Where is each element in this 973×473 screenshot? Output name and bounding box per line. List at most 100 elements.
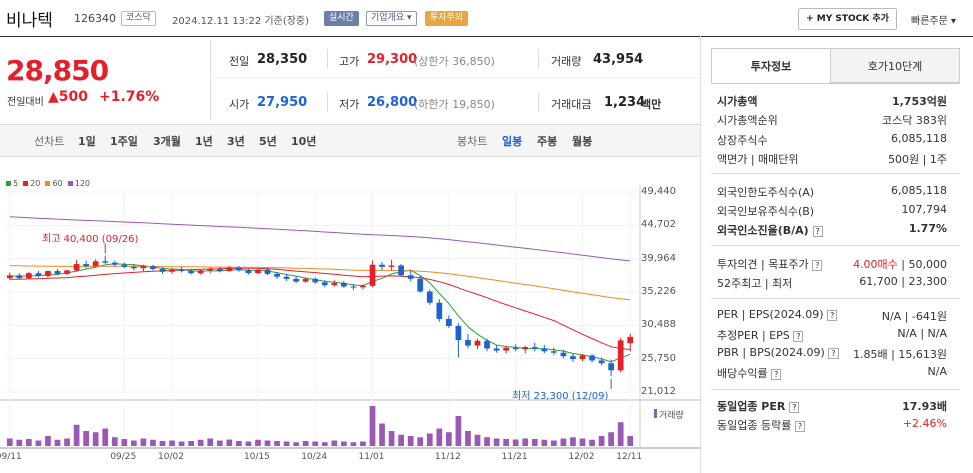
info-row: 액면가 | 매매단위 500원 | 1주 [717, 153, 947, 166]
volume-bar [188, 441, 194, 446]
volume-bar [121, 439, 128, 446]
candle-body [608, 363, 614, 371]
candle-body [216, 268, 223, 272]
market-badge: 코스닥 [121, 11, 156, 26]
y-tick-label: 21,012 [641, 386, 676, 397]
period-1w[interactable]: 1주일 [110, 135, 138, 148]
candle-chart-label[interactable]: 봉차트 [457, 135, 488, 148]
prev-value: 28,350 [257, 52, 308, 67]
info-row: 추정PER | EPS ? N/A | N/A [717, 327, 947, 342]
change-percent: +1.76% [99, 89, 160, 105]
divider [538, 49, 539, 69]
divider [327, 49, 328, 69]
info-row: PER | EPS(2024.09) ? N/A | -641원 [717, 308, 947, 323]
candle-body [474, 340, 481, 346]
company-overview-dropdown[interactable]: 기업개요 ▾ [366, 11, 417, 26]
ma60-legend: 60 [45, 179, 63, 188]
info-row: 52주최고 | 최저 61,700 | 23,300 [717, 275, 947, 290]
quick-order-dropdown[interactable]: 빠른주문 ▾ [911, 12, 956, 27]
candle-body [522, 347, 529, 350]
info-row: 외국인보유주식수(B) 107,794 [717, 203, 947, 218]
info-row: 시가총액 1,753억원 [717, 95, 947, 108]
help-icon[interactable]: ? [771, 369, 782, 380]
candle-body [83, 264, 89, 267]
candle-body [6, 275, 13, 279]
help-icon[interactable]: ? [812, 226, 823, 237]
candle-body [274, 273, 280, 277]
tab-invest-info[interactable]: 투자정보 [711, 48, 831, 83]
help-icon[interactable]: ? [812, 260, 823, 271]
volume-bar [245, 441, 252, 446]
candle-body [446, 318, 452, 326]
x-tick-label: 11/12 [434, 452, 461, 462]
candle-body [579, 355, 586, 360]
help-icon[interactable]: ? [789, 402, 800, 413]
x-tick-label: 12/11 [616, 452, 643, 462]
candle-body [627, 336, 634, 344]
volume-bar [26, 439, 32, 446]
current-price: 28,850 [6, 54, 109, 87]
period-3m[interactable]: 3개월 [153, 135, 181, 148]
high-value: 29,300 [367, 52, 418, 67]
y-tick-label: 25,750 [641, 352, 676, 364]
candle-body [140, 266, 147, 269]
stock-code: 126340 [74, 12, 116, 25]
volume-bar [131, 440, 137, 446]
period-1d[interactable]: 1일 [78, 135, 96, 148]
candle-body [283, 276, 290, 279]
x-tick-label: 10/15 [243, 452, 270, 462]
candle-body [331, 283, 338, 286]
volume-bar [541, 439, 548, 446]
volume-bar [331, 440, 338, 446]
help-icon[interactable]: ? [828, 348, 839, 359]
help-icon[interactable]: ? [827, 310, 838, 321]
period-daily[interactable]: 일봉 [502, 135, 523, 148]
volume-bar [436, 428, 443, 446]
warning-badge: 투자주의 [425, 11, 469, 26]
divider [327, 92, 328, 112]
ma5-legend: 5 [6, 179, 18, 188]
line-chart-label[interactable]: 선차트 [34, 135, 65, 148]
info-row: 동일업종 PER ? 17.93배 [717, 400, 947, 413]
volume-bar [6, 438, 13, 446]
period-10y[interactable]: 10년 [291, 135, 317, 148]
candle-body [531, 347, 538, 349]
help-icon[interactable]: ? [794, 421, 806, 432]
volume-bar [45, 436, 51, 446]
ma60-line [9, 265, 631, 301]
volume-bar [551, 440, 557, 446]
candle-body [350, 286, 357, 288]
my-stock-add-button[interactable]: + MY STOCK 추가 [798, 8, 897, 30]
candle-body [197, 270, 204, 274]
volume-swatch [654, 409, 657, 418]
candle-body [426, 291, 433, 303]
candle-body [369, 264, 376, 286]
period-3y[interactable]: 3년 [227, 135, 245, 148]
realtime-badge[interactable]: 실시간 [324, 11, 359, 26]
period-5y[interactable]: 5년 [259, 135, 277, 148]
period-weekly[interactable]: 주봉 [537, 135, 558, 148]
volume-bar [255, 439, 261, 446]
period-monthly[interactable]: 월봉 [572, 135, 593, 148]
tab-orderbook[interactable]: 호가10단계 [830, 48, 960, 83]
amount-label: 거래대금 [551, 98, 592, 111]
tab-divider [711, 83, 960, 84]
volume-bar [426, 433, 433, 446]
volume-bar [197, 439, 204, 446]
volume-bar [417, 437, 424, 446]
candle-body [617, 340, 624, 371]
ma20-swatch [23, 181, 29, 186]
volume-value: 43,954 [593, 52, 644, 67]
candle-body [92, 261, 99, 267]
period-1y[interactable]: 1년 [195, 135, 213, 148]
volume-bar [302, 441, 309, 446]
info-row: 상장주식수 6,085,118 [717, 132, 947, 147]
help-icon[interactable]: ? [793, 331, 804, 342]
ma20-line [9, 267, 631, 350]
candle-body [388, 265, 395, 267]
price-chart[interactable] [0, 180, 700, 473]
volume-bar [369, 406, 376, 446]
lower-limit: (하한가 19,850) [414, 98, 495, 111]
candle-body [131, 266, 137, 269]
candle-body [255, 269, 261, 274]
